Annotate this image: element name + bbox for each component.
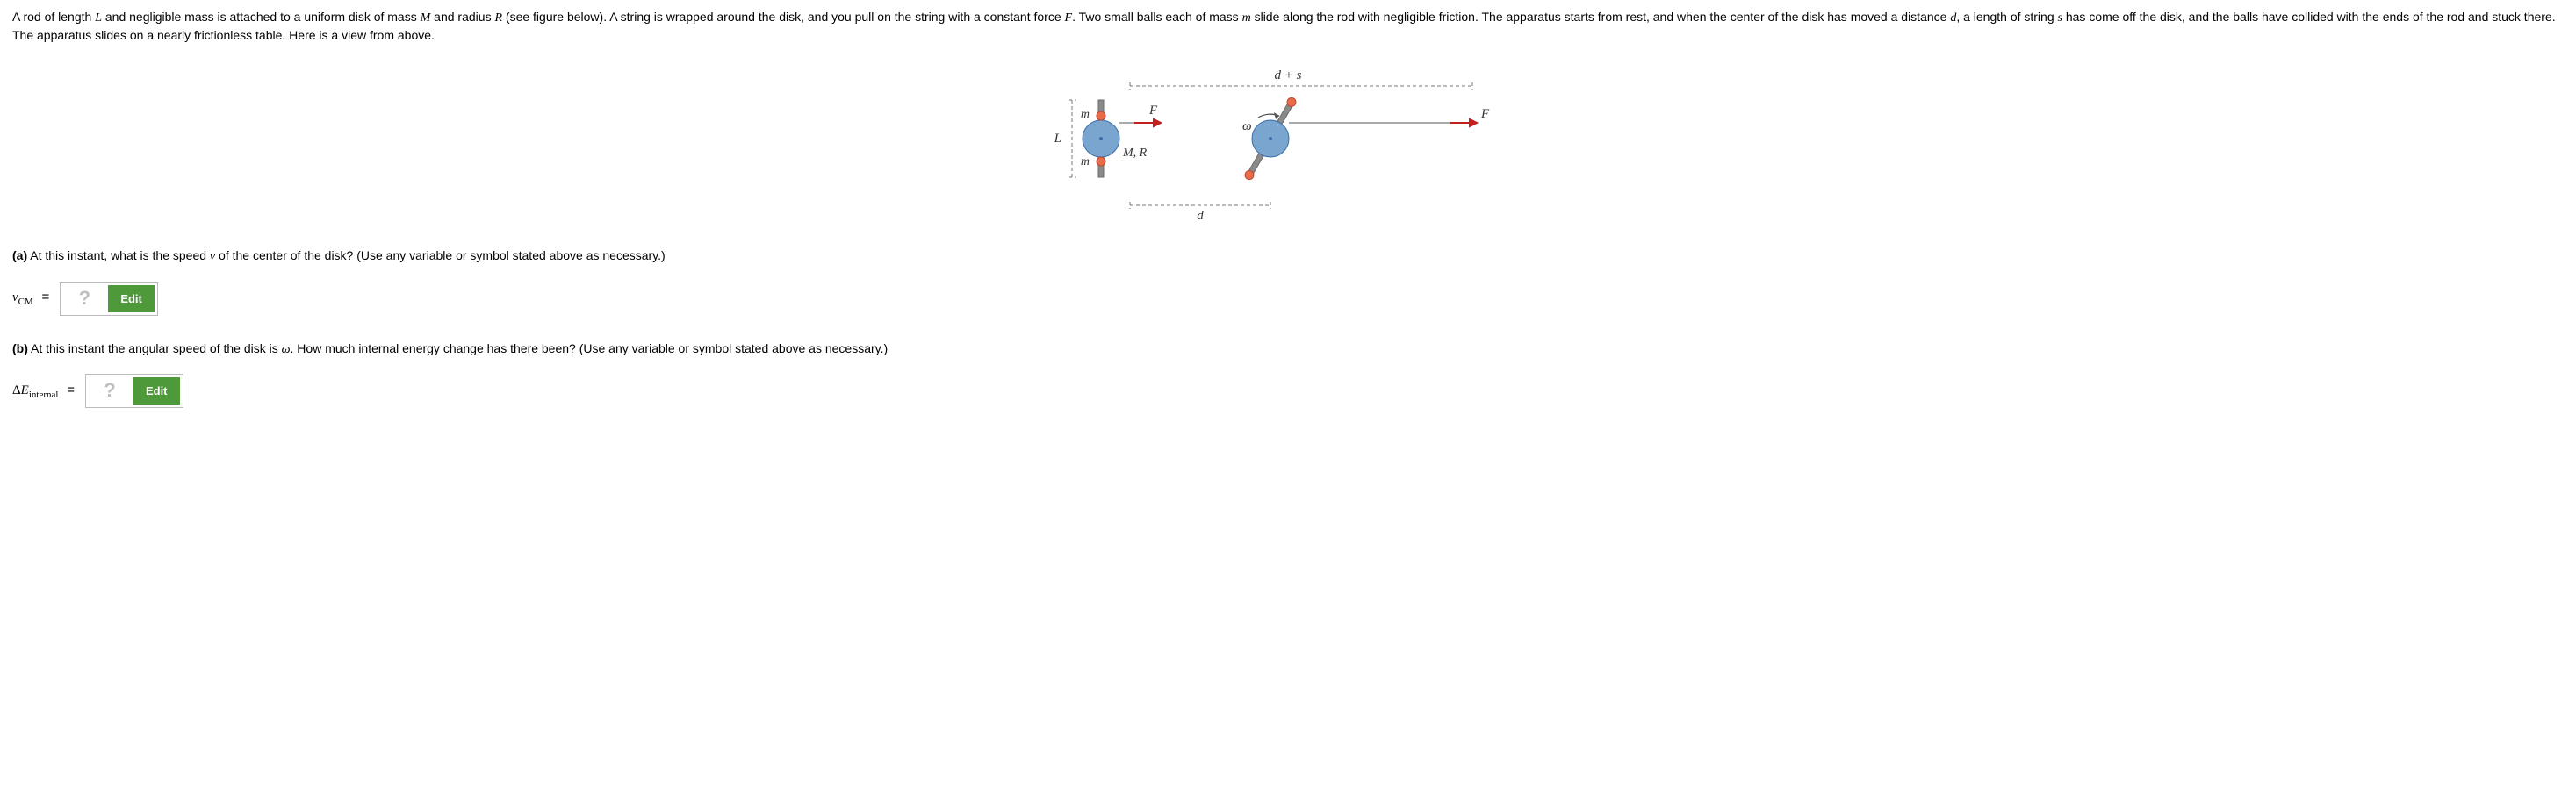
part-b-placeholder[interactable]: ? [89, 377, 131, 405]
part-b-var: ω [282, 343, 291, 356]
part-b-input-group[interactable]: ? Edit [85, 374, 183, 408]
part-b-prompt: (b) At this instant the angular speed of… [12, 340, 2564, 359]
label-ds: d + s [1275, 68, 1302, 82]
label-L: L [1054, 132, 1061, 146]
intro-t3: and radius [430, 10, 494, 24]
label-omega: ω [1242, 119, 1252, 133]
label-m2: m [1081, 155, 1090, 168]
part-a-text2: of the center of the disk? (Use any vari… [215, 248, 666, 262]
edit-button-a[interactable]: Edit [108, 285, 155, 312]
part-b-label: (b) [12, 341, 28, 355]
part-a-lhs: vCM = [12, 288, 54, 309]
intro-t2: and negligible mass is attached to a uni… [102, 10, 421, 24]
lhs-v: v [12, 290, 18, 304]
equals-a: = [37, 290, 55, 304]
problem-statement: A rod of length L and negligible mass is… [12, 9, 2564, 44]
intro-t5: . Two small balls each of mass [1072, 10, 1241, 24]
lhs-sub-cm: CM [18, 297, 33, 307]
lhs-delta: Δ [12, 383, 21, 398]
var-F: F [1065, 11, 1073, 25]
part-a-placeholder[interactable]: ? [63, 285, 105, 312]
label-m1: m [1081, 108, 1090, 121]
lhs-sub-int: internal [29, 390, 59, 400]
lhs-E: E [21, 383, 29, 398]
label-MR: M, R [1122, 147, 1148, 160]
part-b-lhs: ΔEinternal = [12, 381, 80, 402]
var-R: R [494, 11, 502, 25]
intro-t7: , a length of string [1956, 10, 2057, 24]
label-F1: F [1148, 104, 1158, 118]
part-b-text2: . How much internal energy change has th… [291, 341, 889, 355]
intro-t6: slide along the rod with negligible fric… [1251, 10, 1951, 24]
part-a-answer-row: vCM = ? Edit [12, 282, 2564, 316]
label-d: d [1197, 209, 1204, 223]
part-a-input-group[interactable]: ? Edit [60, 282, 158, 316]
figure-svg: d + s d L m m F M, R [1025, 60, 1551, 226]
intro-t4: (see figure below). A string is wrapped … [502, 10, 1064, 24]
part-a-text1: At this instant, what is the speed [27, 248, 210, 262]
label-F2: F [1480, 107, 1490, 121]
var-M: M [421, 11, 431, 25]
part-a-prompt: (a) At this instant, what is the speed v… [12, 247, 2564, 266]
var-m: m [1242, 11, 1251, 25]
figure-container: d + s d L m m F M, R [12, 60, 2564, 226]
part-a-label: (a) [12, 248, 27, 262]
equals-b: = [61, 383, 80, 398]
edit-button-b[interactable]: Edit [133, 377, 180, 405]
part-b-text1: At this instant the angular speed of the… [28, 341, 282, 355]
var-L: L [95, 11, 102, 25]
part-b-answer-row: ΔEinternal = ? Edit [12, 374, 2564, 408]
intro-t1: A rod of length [12, 10, 95, 24]
